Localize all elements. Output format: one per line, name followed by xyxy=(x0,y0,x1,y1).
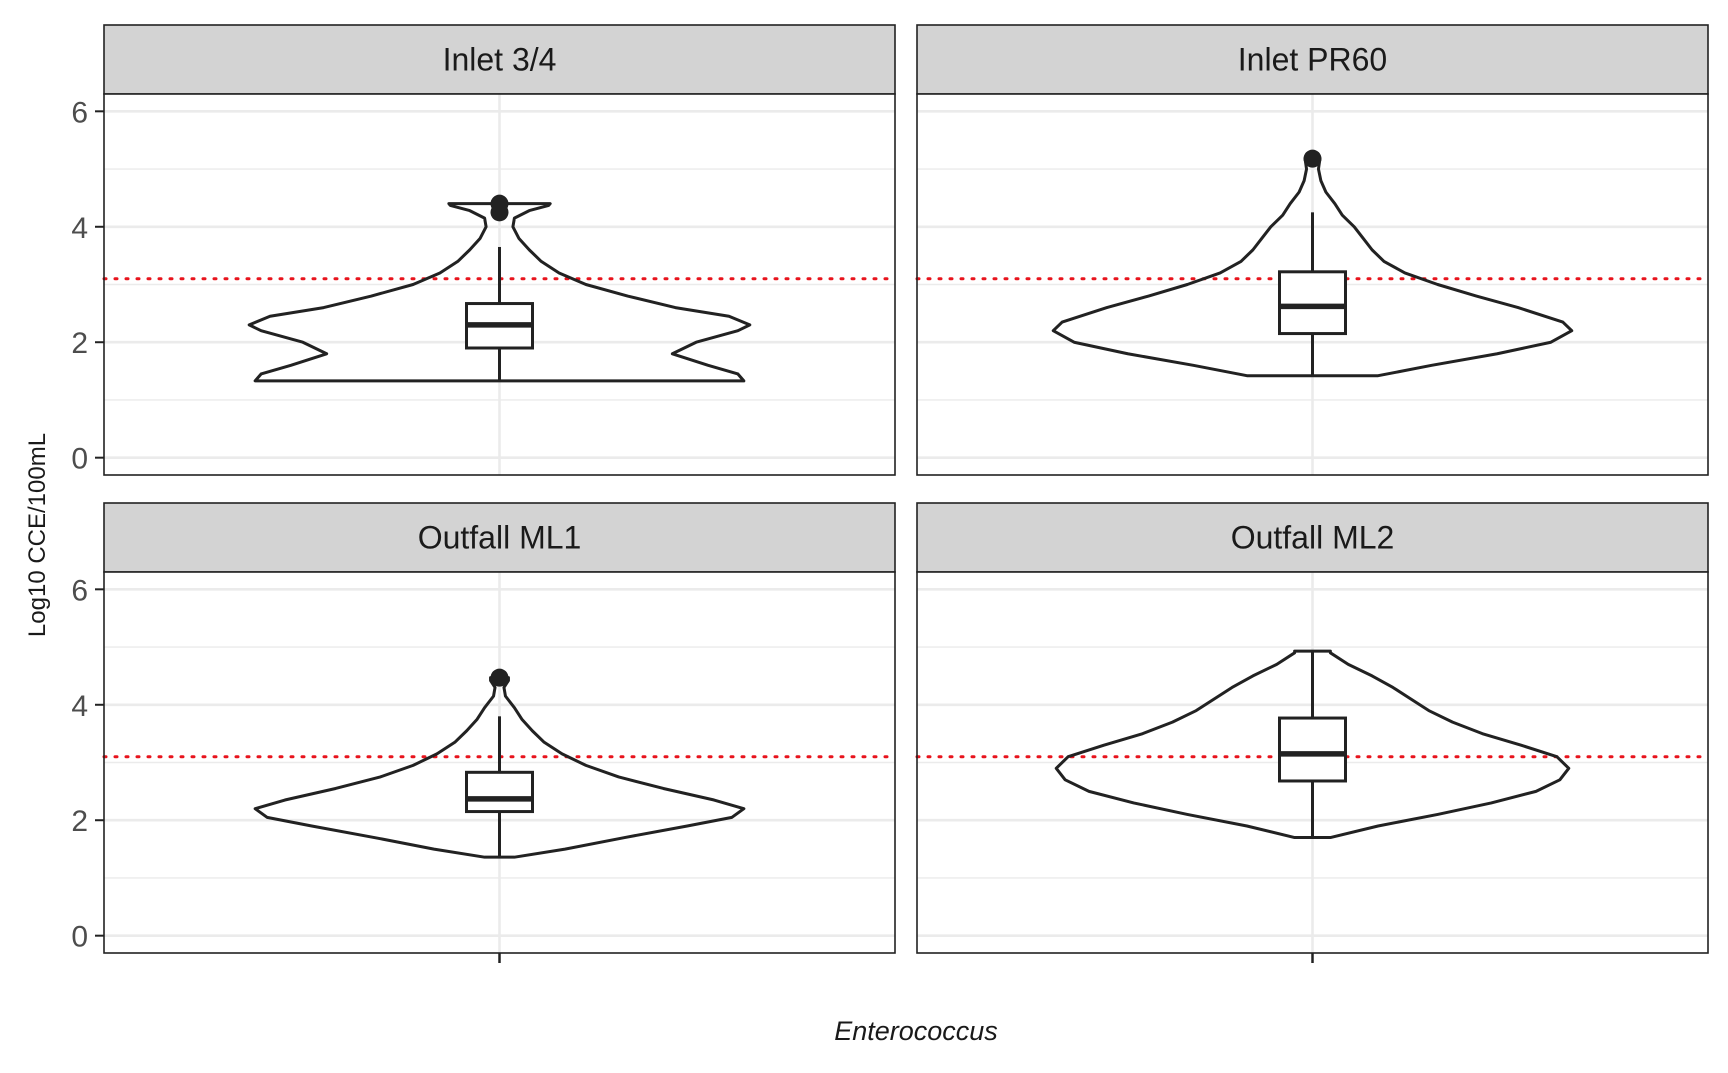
facet-strip xyxy=(103,24,896,95)
panel-4: Outfall ML2 xyxy=(915,502,1710,963)
iqr-box xyxy=(1278,716,1347,783)
outlier-point xyxy=(1303,149,1322,168)
outlier-point xyxy=(490,668,509,687)
violin-outline xyxy=(1054,649,1571,840)
facet-strip xyxy=(916,24,1709,95)
y-axis-title: Log10 CCE/100mL xyxy=(24,433,51,637)
y-tick-label: 0 xyxy=(71,921,88,954)
outlier-point xyxy=(490,194,509,213)
y-tick-label: 2 xyxy=(71,805,88,838)
facet-strip-label: Inlet 3/4 xyxy=(443,42,557,78)
panel-3: Outfall ML1 0 2 4 6 xyxy=(71,502,897,963)
panel-1: Inlet 3/4 0 2 4 6 xyxy=(71,24,897,476)
facet-strip xyxy=(103,502,896,573)
violin-outline xyxy=(247,202,752,383)
panel-border xyxy=(916,93,1709,476)
panel-2: Inlet PR60 xyxy=(915,24,1710,476)
panel-border xyxy=(103,93,896,476)
y-tick-label: 4 xyxy=(71,690,88,723)
facet-strip-label: Outfall ML1 xyxy=(418,520,582,556)
y-tick-label: 6 xyxy=(71,96,88,129)
y-tick-label: 2 xyxy=(71,327,88,360)
facet-strip-label: Outfall ML2 xyxy=(1231,520,1395,556)
y-tick-label: 4 xyxy=(71,212,88,245)
x-axis-title: Enterococcus xyxy=(834,1016,998,1046)
y-tick-label: 6 xyxy=(71,574,88,607)
iqr-box xyxy=(465,770,534,814)
facet-strip-label: Inlet PR60 xyxy=(1238,42,1387,78)
y-tick-label: 0 xyxy=(71,443,88,476)
iqr-box xyxy=(1278,270,1347,336)
